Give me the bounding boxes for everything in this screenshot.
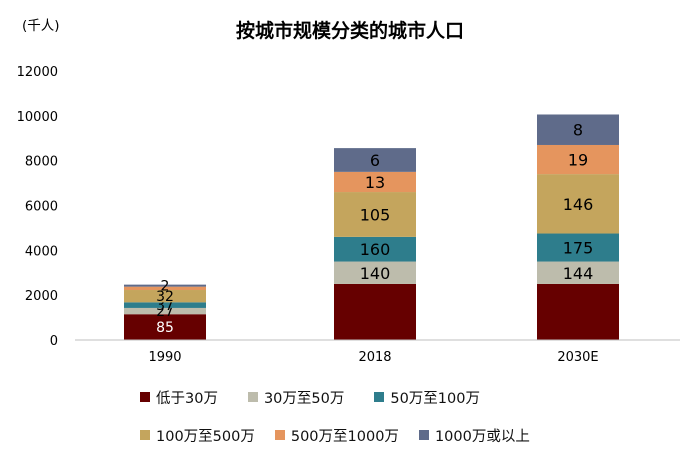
unit-label: (千人)	[22, 18, 60, 34]
legend-item: 100万至500万	[140, 425, 255, 446]
legend-item: 500万至1000万	[274, 425, 399, 446]
legend-label: 50万至100万	[390, 390, 480, 407]
y-tick-label: 2000	[25, 289, 58, 304]
bar-segment	[334, 171, 416, 193]
legend-item: 30万至50万	[247, 387, 345, 408]
data-label: 2	[161, 279, 170, 295]
y-tick-label: 8000	[25, 155, 58, 170]
data-label: 140	[360, 264, 391, 283]
data-label: 85	[156, 320, 174, 336]
data-label: 146	[563, 195, 594, 214]
legend-swatch	[374, 392, 385, 402]
legend-swatch	[274, 430, 285, 440]
bar-segment	[124, 290, 206, 303]
data-label: 32	[156, 289, 174, 305]
bar-segment	[124, 307, 206, 315]
x-tick-label: 2030E	[557, 350, 598, 365]
bar-segment	[334, 148, 416, 172]
chart-title: 按城市规模分类的城市人口	[236, 19, 464, 42]
bar-segment	[537, 261, 619, 284]
x-tick-label: 2018	[358, 350, 391, 365]
data-label: 6	[370, 151, 380, 170]
legend-label: 100万至500万	[156, 428, 255, 445]
legend-swatch	[140, 430, 150, 440]
data-label: 105	[360, 205, 391, 224]
data-label: 8	[573, 121, 583, 140]
bar-segment	[334, 261, 416, 284]
data-label: 19	[568, 151, 588, 170]
y-tick-label: 6000	[25, 200, 58, 215]
x-axis: 1990 2018 2030E	[75, 339, 680, 365]
x-tick-label: 1990	[148, 350, 181, 365]
bar-segment	[334, 283, 416, 340]
legend-item: 1000万或以上	[418, 425, 530, 446]
bar-segment	[124, 302, 206, 308]
data-label: 13	[365, 173, 385, 192]
legend-row-1: 低于30万 30万至50万 50万至100万	[140, 385, 660, 409]
y-axis: 0 2000 4000 6000 8000 10000 12000	[17, 65, 58, 349]
bar-segment	[334, 236, 416, 262]
legend-label: 低于30万	[156, 390, 218, 407]
legend: 低于30万 30万至50万 50万至100万 100万至500万 500万至1000万…	[140, 385, 660, 461]
legend-label: 1000万或以上	[434, 428, 530, 445]
data-label: 160	[360, 240, 391, 259]
legend-swatch	[418, 430, 429, 440]
data-label: 175	[563, 239, 594, 258]
legend-swatch	[247, 392, 258, 402]
bar-segment	[537, 233, 619, 262]
bar-segment	[537, 174, 619, 234]
y-tick-label: 4000	[25, 244, 58, 259]
y-tick-label: 10000	[17, 110, 58, 125]
bar-segment	[537, 144, 619, 175]
legend-row-2: 100万至500万 500万至1000万 1000万或以上	[140, 423, 660, 447]
legend-swatch	[140, 392, 150, 402]
data-label: 27	[156, 304, 174, 320]
y-tick-label: 0	[50, 334, 58, 349]
data-label: 144	[563, 264, 594, 283]
bar-segment	[124, 314, 206, 340]
bar-segment	[124, 284, 206, 287]
legend-item: 低于30万	[140, 387, 218, 408]
y-tick-label: 12000	[17, 65, 58, 80]
legend-label: 500万至1000万	[290, 428, 399, 445]
bar-segment	[537, 283, 619, 340]
legend-label: 30万至50万	[263, 390, 345, 407]
bar-segment	[124, 286, 206, 291]
legend-item: 50万至100万	[374, 387, 480, 408]
bar-segment	[537, 114, 619, 145]
bar-segment	[334, 192, 416, 237]
